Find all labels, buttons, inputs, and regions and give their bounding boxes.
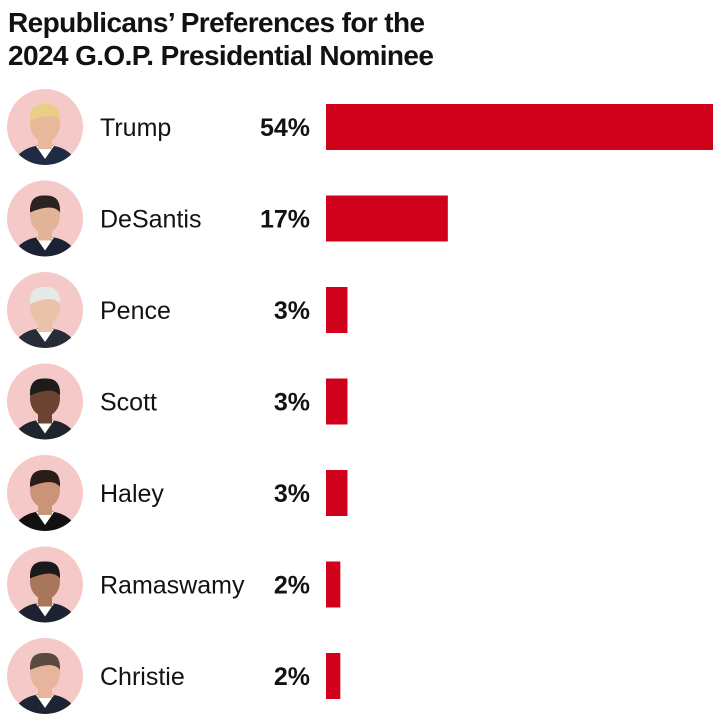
category-label: Pence xyxy=(100,297,171,325)
bar xyxy=(326,470,348,516)
chart-title-line-2: 2024 G.O.P. Presidential Nominee xyxy=(8,40,433,71)
desantis-portrait-icon xyxy=(7,180,83,257)
trump-portrait-icon xyxy=(7,89,83,165)
bar-row: DeSantis 17% xyxy=(7,180,448,257)
category-label: Trump xyxy=(100,114,171,142)
bar-row: Scott 3% xyxy=(7,363,348,440)
category-label: Scott xyxy=(100,389,157,417)
data-label: 17% xyxy=(260,206,310,234)
bar-row: Ramaswamy 2% xyxy=(7,546,341,623)
data-label: 3% xyxy=(274,480,310,508)
ramaswamy-portrait-icon xyxy=(7,546,83,623)
bar xyxy=(326,653,341,699)
data-label: 54% xyxy=(260,114,310,142)
category-label: Christie xyxy=(100,663,185,691)
bar xyxy=(326,561,341,608)
category-label: Haley xyxy=(100,480,164,508)
bar-row: Pence 3% xyxy=(7,272,348,348)
data-label: 3% xyxy=(274,297,310,325)
category-label: Ramaswamy xyxy=(100,572,245,600)
haley-portrait-icon xyxy=(7,455,83,531)
bar-row: Christie 2% xyxy=(7,638,341,714)
bar xyxy=(326,378,348,425)
bar xyxy=(326,104,713,150)
scott-portrait-icon xyxy=(7,363,83,440)
data-label: 2% xyxy=(274,663,310,691)
bar-row: Trump 54% xyxy=(7,89,713,165)
bar-row: Haley 3% xyxy=(7,455,348,531)
christie-portrait-icon xyxy=(7,638,83,714)
chart-rows: Trump 54% DeSantis 17% Pence 3% Scott 3% Haley 3%… xyxy=(7,89,713,714)
bar xyxy=(326,195,448,242)
chart-title-line-1: Republicans’ Preferences for the xyxy=(8,7,425,38)
data-label: 3% xyxy=(274,389,310,417)
bar xyxy=(326,287,348,333)
category-label: DeSantis xyxy=(100,206,201,234)
data-label: 2% xyxy=(274,572,310,600)
pence-portrait-icon xyxy=(7,272,83,348)
